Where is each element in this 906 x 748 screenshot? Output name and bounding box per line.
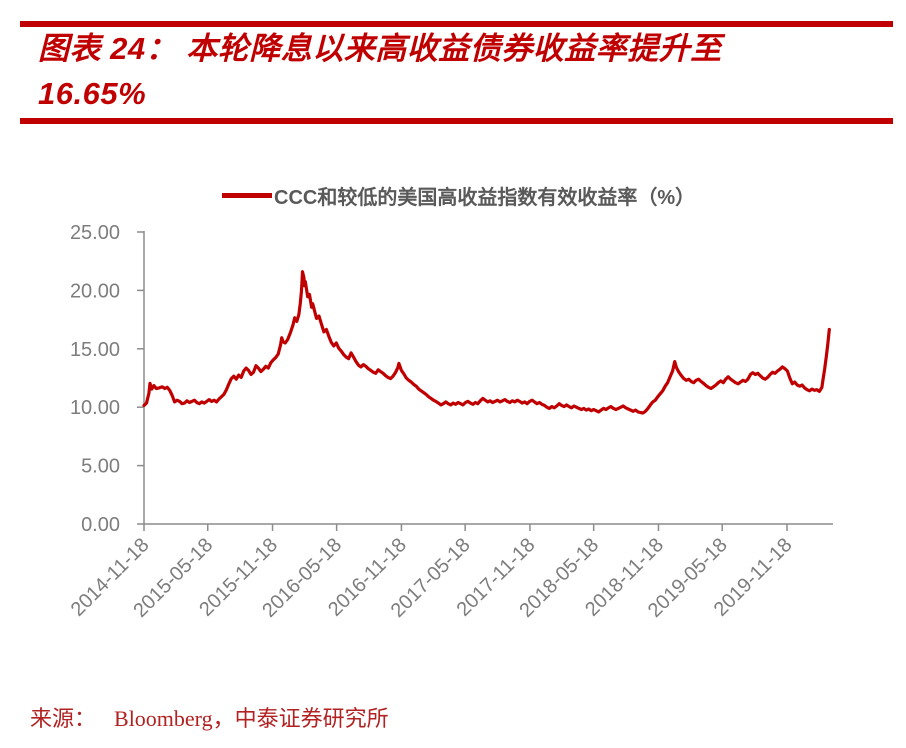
title-divider: [20, 118, 893, 124]
y-tick-label: 5.00: [81, 456, 120, 478]
figure-title-line1: 图表 24： 本轮降息以来高收益债券收益率提升至: [38, 31, 722, 66]
source-label: 来源：: [30, 706, 97, 731]
source-text: Bloomberg，中泰证券研究所: [114, 706, 389, 731]
chart-legend: CCC和较低的美国高收益指数有效收益率（%）: [222, 181, 695, 210]
figure-title-line2: 16.65%: [38, 76, 147, 111]
y-tick-label: 20.00: [70, 280, 120, 302]
top-divider: [20, 21, 893, 27]
figure-title: 图表 24： 本轮降息以来高收益债券收益率提升至 16.65%: [38, 26, 866, 116]
legend-label: CCC和较低的美国高收益指数有效收益率（%）: [274, 187, 696, 209]
legend-line-swatch-icon: [222, 193, 272, 198]
source-note: 来源： Bloomberg，中泰证券研究所: [30, 701, 389, 733]
y-tick-label: 25.00: [70, 222, 120, 244]
yield-series-line: [142, 270, 831, 415]
y-tick-label: 10.00: [70, 397, 120, 419]
y-tick-label: 0.00: [81, 514, 120, 536]
y-tick-label: 15.00: [70, 339, 120, 361]
